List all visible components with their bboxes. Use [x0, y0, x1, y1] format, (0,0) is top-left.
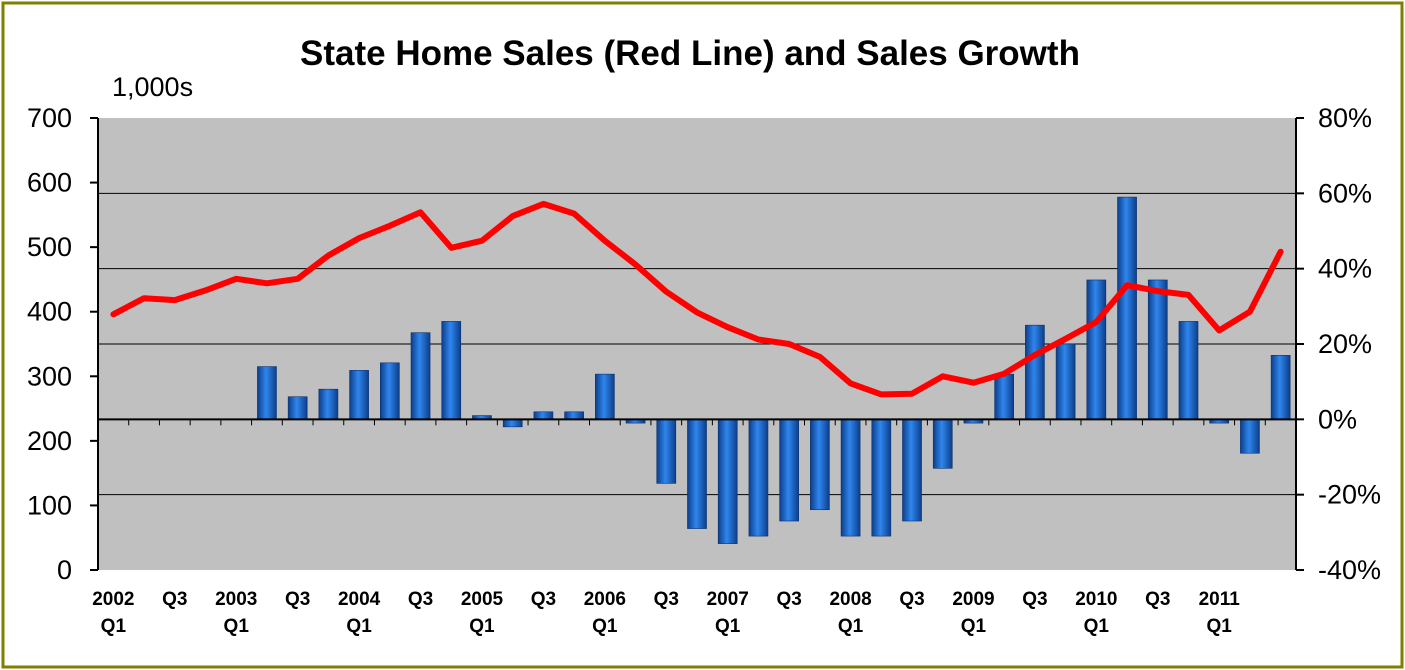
right-tick-label: -40% — [1318, 555, 1381, 585]
left-tick-label: 100 — [27, 490, 72, 520]
growth-bar — [810, 419, 830, 511]
left-tick-label: 0 — [57, 555, 72, 585]
growth-bar — [595, 373, 615, 420]
growth-bar — [564, 411, 584, 420]
left-tick-label: 600 — [27, 168, 72, 198]
growth-bar — [318, 388, 339, 420]
growth-bar — [349, 370, 369, 420]
x-tick-quarter: Q3 — [776, 589, 801, 610]
growth-bar — [533, 411, 554, 420]
growth-bar — [656, 419, 677, 484]
x-tick-year: 2003 — [215, 589, 257, 610]
growth-bar — [717, 419, 738, 544]
x-tick-quarter: Q3 — [285, 589, 310, 610]
growth-bar — [1147, 279, 1168, 420]
growth-bar — [441, 321, 462, 420]
right-tick-label: 40% — [1318, 254, 1372, 284]
growth-bar — [1178, 321, 1199, 420]
left-axis-unit-label: 1,000s — [112, 72, 193, 102]
right-tick-label: 20% — [1318, 329, 1372, 359]
x-tick-year: 2009 — [952, 589, 994, 610]
x-tick-quarter: Q1 — [838, 616, 864, 637]
growth-bar — [287, 396, 308, 420]
right-tick-label: -20% — [1318, 480, 1381, 510]
left-tick-label: 500 — [27, 232, 72, 262]
x-tick-quarter: Q1 — [469, 616, 495, 637]
x-tick-quarter: Q1 — [101, 616, 127, 637]
growth-bar — [994, 373, 1015, 420]
right-axis-ticks: -40% -20% 0% 20% 40% 60% 80% — [1296, 103, 1381, 585]
x-tick-quarter: Q3 — [654, 589, 679, 610]
zero-axis — [97, 418, 1297, 426]
sales-line — [110, 200, 1284, 398]
right-tick-label: 60% — [1318, 178, 1372, 208]
x-axis-ticks: 2002 Q1 Q3 2003 Q1 Q3 2004 Q1 Q3 2005 Q1 Q3 2006 Q1 Q3… — [92, 589, 1240, 637]
x-tick-quarter: Q3 — [1022, 589, 1047, 610]
x-tick-year: 2010 — [1075, 589, 1117, 610]
x-tick-quarter: Q3 — [531, 589, 556, 610]
growth-bars — [257, 196, 1291, 544]
left-tick-label: 700 — [27, 103, 72, 133]
sales-line-layer — [110, 200, 1284, 398]
x-tick-year: 2005 — [461, 589, 504, 610]
growth-bar — [1025, 324, 1045, 420]
x-tick-quarter: Q1 — [346, 616, 372, 637]
growth-bar — [1240, 419, 1260, 454]
growth-bar — [1086, 279, 1107, 420]
growth-bar — [257, 366, 277, 420]
growth-bar — [1117, 196, 1137, 420]
x-tick-quarter: Q1 — [961, 616, 987, 637]
left-tick-label: 200 — [27, 426, 72, 456]
growth-bar — [779, 419, 799, 522]
growth-bar — [410, 332, 431, 420]
growth-bar — [871, 419, 892, 537]
growth-bar — [840, 419, 861, 537]
x-tick-year: 2007 — [707, 589, 749, 610]
growth-bar — [687, 419, 707, 529]
x-tick-quarter: Q3 — [408, 589, 433, 610]
x-tick-quarter: Q1 — [1084, 616, 1110, 637]
growth-bar — [932, 419, 953, 469]
growth-bar — [748, 419, 769, 537]
x-tick-quarter: Q1 — [1207, 616, 1233, 637]
x-tick-quarter: Q1 — [224, 616, 250, 637]
left-tick-label: 400 — [27, 297, 72, 327]
x-tick-year: 2011 — [1199, 589, 1241, 610]
x-tick-quarter: Q3 — [162, 589, 187, 610]
x-tick-year: 2002 — [92, 589, 134, 610]
x-tick-quarter: Q1 — [715, 616, 741, 637]
x-tick-year: 2006 — [584, 589, 626, 610]
growth-bar — [1055, 343, 1076, 420]
growth-bar — [1270, 354, 1291, 420]
x-tick-year: 2008 — [829, 589, 871, 610]
right-tick-label: 80% — [1318, 103, 1372, 133]
x-tick-quarter: Q1 — [592, 616, 618, 637]
left-tick-label: 300 — [27, 361, 72, 391]
growth-bar — [902, 419, 922, 522]
right-tick-label: 0% — [1318, 404, 1357, 434]
chart-title: State Home Sales (Red Line) and Sales Gr… — [300, 34, 1080, 73]
x-tick-year: 2004 — [338, 589, 381, 610]
growth-bar — [379, 362, 400, 420]
left-axis-ticks: 0 100 200 300 400 500 600 700 — [27, 103, 98, 585]
x-tick-quarter: Q3 — [1145, 589, 1170, 610]
growth-bar — [502, 419, 523, 428]
x-tick-quarter: Q3 — [899, 589, 924, 610]
